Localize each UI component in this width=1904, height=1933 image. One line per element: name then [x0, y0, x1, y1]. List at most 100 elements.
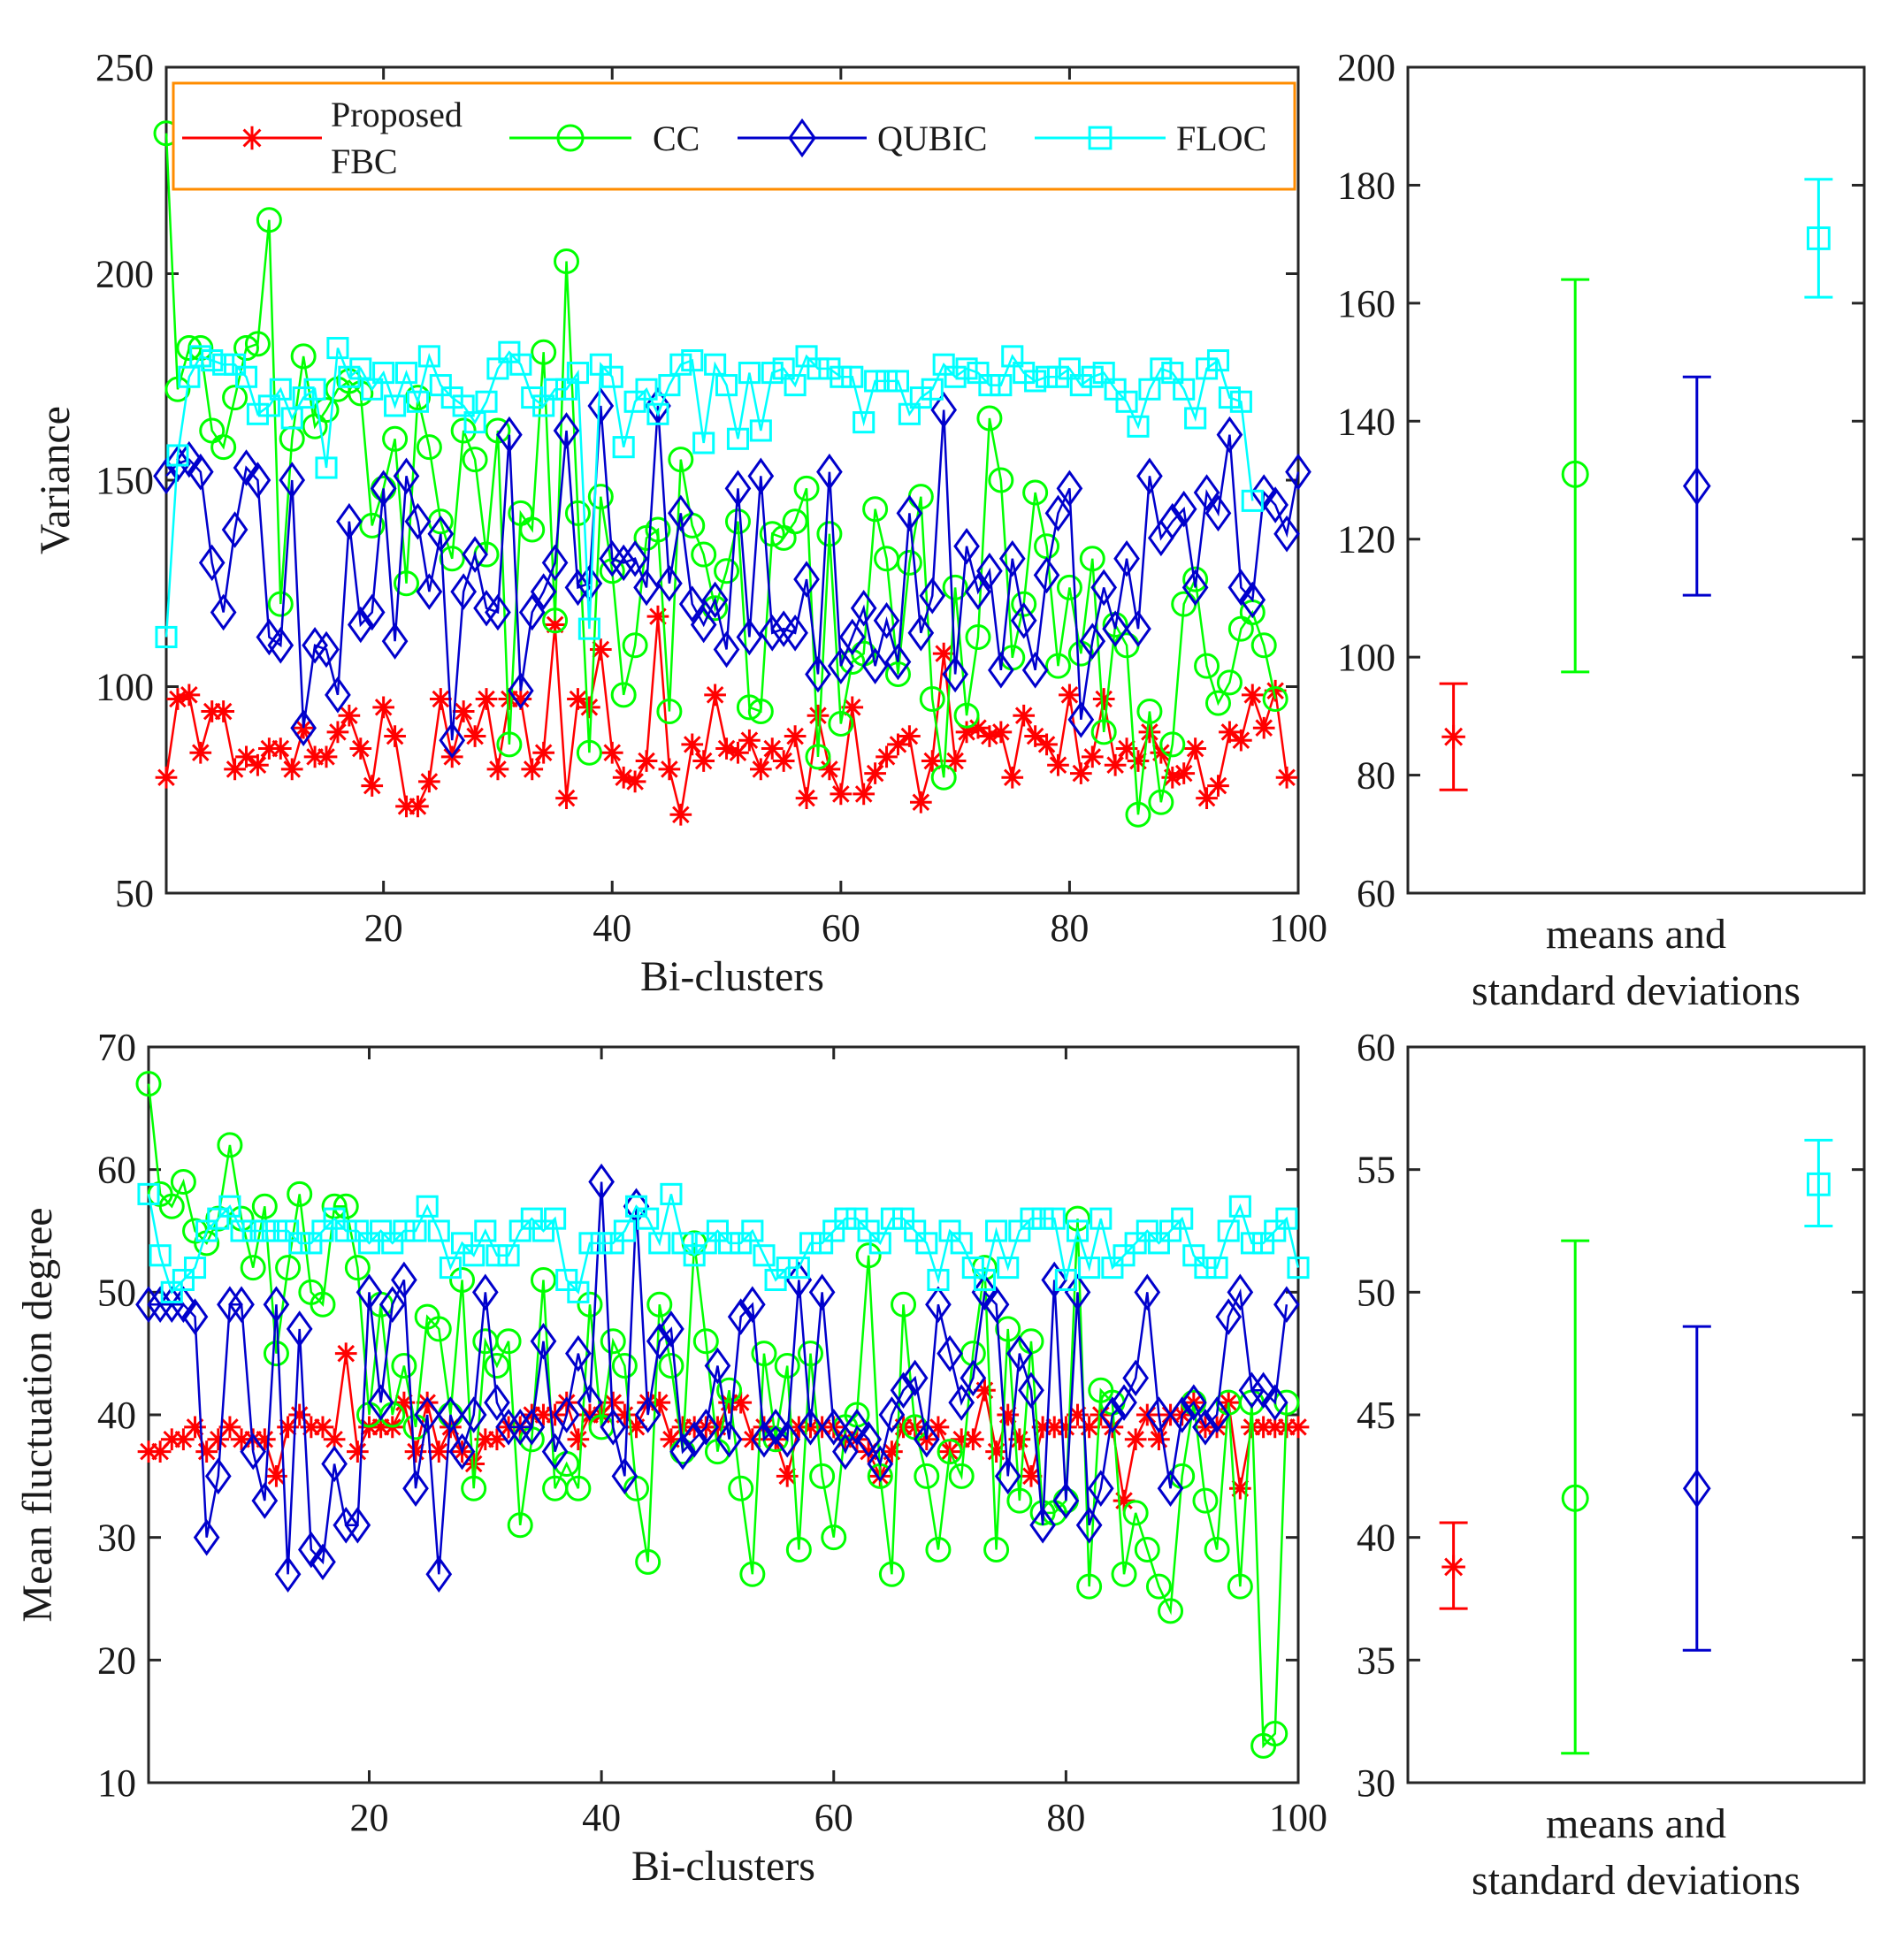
data-point-floc: [990, 374, 1013, 397]
data-point-cc: [531, 339, 557, 365]
errorbar-floc: [1804, 1138, 1833, 1227]
data-point-qubic: [256, 618, 283, 656]
data-point-fbc: [498, 688, 521, 710]
legend-box: [172, 81, 1296, 191]
data-point-cc: [891, 1291, 917, 1318]
data-point-cc: [855, 1242, 882, 1269]
data-point-floc: [834, 1207, 857, 1230]
data-point-fbc: [1219, 721, 1241, 744]
data-point-floc: [349, 357, 372, 380]
data-point-fbc: [1101, 1416, 1124, 1439]
data-point-cc: [668, 447, 694, 473]
data-point-floc: [224, 353, 247, 376]
data-point-floc: [1206, 349, 1230, 372]
data-point-floc: [1058, 357, 1081, 380]
series-line-floc: [147, 1194, 1300, 1295]
data-point-qubic: [267, 627, 294, 664]
variance-summary-frame: [1406, 65, 1866, 895]
data-point-qubic: [495, 1409, 522, 1446]
data-point-fbc: [1092, 688, 1115, 710]
data-point-fbc: [967, 716, 990, 739]
data-point-fbc: [876, 745, 898, 768]
data-point-qubic: [658, 1310, 684, 1348]
data-point-floc: [1136, 1219, 1158, 1242]
data-point-floc: [372, 362, 395, 385]
data-point-qubic: [541, 544, 569, 582]
x-axis-label-line2: standard deviations: [1472, 1857, 1801, 1904]
data-point-fbc: [230, 1428, 253, 1451]
data-point-fbc: [166, 688, 189, 710]
legend-label-fbc-line1: Proposed: [331, 95, 463, 134]
data-point-fbc: [395, 795, 417, 818]
data-point-qubic: [623, 1188, 650, 1226]
data-point-qubic: [600, 1409, 627, 1446]
data-point-cc: [716, 1377, 743, 1403]
data-point-qubic: [588, 1163, 615, 1201]
legend-entry-cc: CC: [509, 118, 700, 158]
data-point-qubic: [953, 527, 980, 565]
data-point-floc: [637, 1207, 660, 1230]
data-point-floc: [566, 362, 590, 385]
x-tick-label: 20: [364, 906, 403, 950]
data-point-floc: [1161, 362, 1184, 385]
data-point-qubic: [325, 676, 351, 714]
data-point-fbc: [671, 1416, 694, 1439]
data-point-floc: [300, 1232, 323, 1255]
data-point-cc: [267, 591, 294, 617]
data-point-fbc: [932, 642, 955, 665]
data-point-cc: [600, 1328, 626, 1355]
data-point-cc: [170, 1169, 196, 1196]
data-point-qubic: [1227, 1273, 1254, 1311]
data-point-floc: [1173, 378, 1196, 401]
data-point-floc: [452, 394, 475, 417]
data-point-fbc: [1069, 762, 1092, 784]
data-point-fbc: [1043, 1416, 1066, 1439]
data-point-qubic: [1122, 1359, 1150, 1397]
data-point-cc: [1250, 632, 1277, 659]
errorbar-cc: [1561, 1239, 1590, 1755]
data-point-qubic: [153, 457, 180, 495]
data-point-floc: [726, 427, 750, 450]
data-point-floc: [706, 1219, 729, 1242]
data-point-fbc: [195, 1440, 218, 1463]
data-point-fbc: [807, 704, 830, 727]
data-point-qubic: [793, 561, 820, 598]
series-line-cc: [147, 1083, 1288, 1749]
data-point-floc: [1001, 345, 1024, 368]
data-point-qubic: [827, 647, 854, 684]
data-point-fbc: [1001, 766, 1024, 789]
data-point-cc: [862, 496, 889, 523]
y-tick-label: 140: [1337, 400, 1396, 443]
data-point-cc: [290, 343, 317, 370]
data-point-qubic: [370, 470, 397, 508]
data-point-floc: [932, 353, 955, 376]
data-point-floc: [357, 1232, 381, 1255]
data-point-qubic: [170, 1286, 197, 1323]
data-point-qubic: [774, 1420, 801, 1458]
y-tick-label: 45: [1357, 1394, 1396, 1437]
data-point-qubic: [873, 601, 900, 639]
data-point-qubic: [901, 1359, 929, 1397]
y-tick-label: 30: [97, 1517, 136, 1560]
data-point-qubic: [942, 655, 968, 693]
data-point-cc: [925, 1537, 952, 1563]
data-point-cc: [1136, 699, 1163, 725]
data-point-qubic: [462, 536, 488, 573]
data-point-fbc: [155, 766, 178, 789]
data-point-floc: [807, 357, 830, 380]
data-point-qubic: [948, 1384, 975, 1421]
data-point-fbc: [601, 1391, 624, 1414]
data-point-qubic: [587, 387, 615, 424]
data-point-fbc: [347, 1440, 369, 1463]
data-point-fbc: [1036, 733, 1058, 756]
data-point-qubic: [907, 615, 935, 652]
data-point-cc: [461, 1475, 487, 1501]
data-point-fbc: [463, 725, 486, 747]
data-point-qubic: [713, 630, 740, 669]
data-point-floc: [277, 1219, 300, 1242]
data-point-qubic: [861, 647, 889, 684]
data-point-cc: [530, 1266, 556, 1293]
data-point-cc: [1090, 719, 1117, 745]
y-tick-label: 40: [97, 1394, 136, 1437]
data-point-cc: [450, 417, 477, 444]
